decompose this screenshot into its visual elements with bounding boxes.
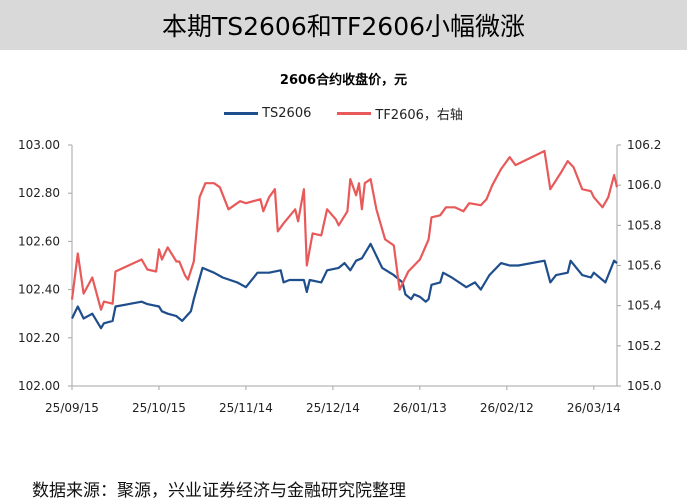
left-tick-label: 102.40 bbox=[18, 283, 60, 297]
legend-label-ts2606: TS2606 bbox=[262, 106, 312, 121]
legend-item-tf2606: TF2606，右轴 bbox=[337, 104, 463, 123]
legend-swatch-tf2606 bbox=[337, 112, 372, 115]
series-line-tf2606 bbox=[70, 149, 619, 311]
x-tick-label: 26/01/13 bbox=[393, 401, 447, 415]
left-tick-label: 102.20 bbox=[18, 331, 60, 345]
left-tick-label: 103.00 bbox=[18, 138, 60, 152]
right-tick-label: 106.0 bbox=[627, 178, 661, 192]
right-tick-label: 105.4 bbox=[627, 299, 661, 313]
x-tick-label: 26/02/12 bbox=[480, 401, 534, 415]
right-tick-label: 106.2 bbox=[627, 138, 661, 152]
source-note: 数据来源：聚源，兴业证券经济与金融研究院整理 bbox=[32, 481, 406, 501]
right-tick-label: 105.0 bbox=[627, 379, 661, 393]
left-tick-label: 102.60 bbox=[18, 234, 60, 248]
right-tick-label: 105.8 bbox=[627, 218, 661, 232]
chart-title: 2606合约收盘价，元 bbox=[279, 73, 408, 88]
x-tick-label: 25/10/15 bbox=[132, 401, 186, 415]
left-tick-label: 102.00 bbox=[18, 379, 60, 393]
series-line-ts2606 bbox=[71, 242, 618, 330]
right-tick-label: 105.2 bbox=[627, 339, 661, 353]
legend-label-tf2606: TF2606，右轴 bbox=[375, 108, 463, 123]
legend-item-ts2606: TS2606 bbox=[224, 104, 311, 123]
x-tick-label: 25/12/14 bbox=[306, 401, 360, 415]
x-tick-label: 25/09/15 bbox=[45, 401, 99, 415]
legend: TS2606 TF2606，右轴 bbox=[0, 104, 687, 123]
x-tick-label: 26/03/14 bbox=[567, 401, 621, 415]
legend-swatch-ts2606 bbox=[224, 112, 259, 115]
banner-title: 本期TS2606和TF2606小幅微涨 bbox=[0, 0, 687, 50]
left-tick-label: 102.80 bbox=[18, 186, 60, 200]
line-chart: 102.00 102.20 102.40 102.60 102.80 103.00 105.… bbox=[18, 138, 661, 415]
right-tick-label: 105.6 bbox=[627, 259, 661, 273]
x-tick-label: 25/11/14 bbox=[219, 401, 273, 415]
